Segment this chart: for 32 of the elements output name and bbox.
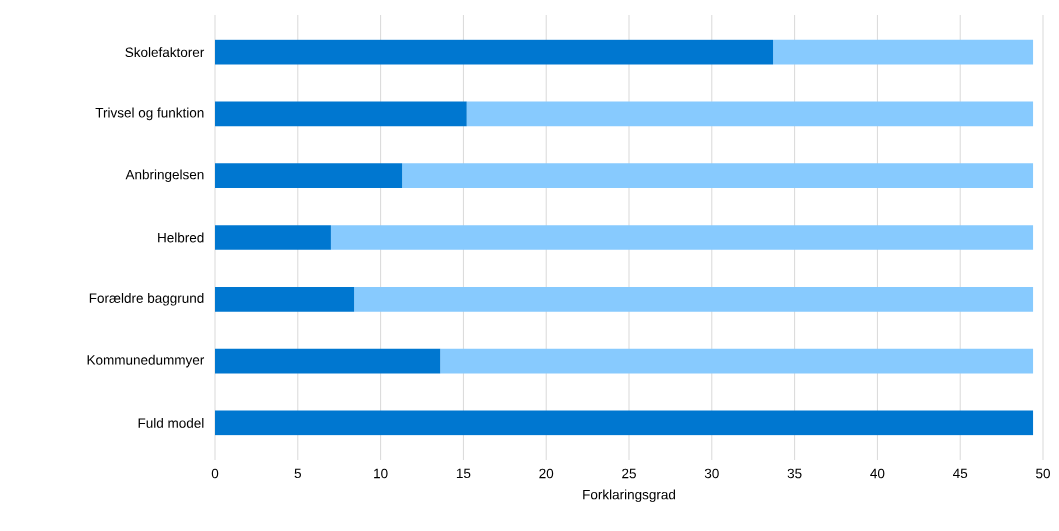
bar [330, 225, 1034, 250]
x-tick-label: 25 [622, 468, 636, 479]
bar [466, 101, 1034, 127]
y-tick-label: Skolefaktorer [125, 47, 205, 58]
y-tick-label: Kommunedummyer [87, 354, 205, 368]
y-tick-label: Trivsel og funktion [95, 107, 204, 121]
x-tick-label: 5 [294, 468, 301, 479]
bar [215, 410, 1034, 436]
bar [215, 348, 441, 374]
bar [440, 348, 1034, 374]
bar [354, 286, 1034, 312]
bar [402, 163, 1034, 189]
y-tick-label: Fuld model [138, 417, 204, 428]
bar [215, 225, 331, 250]
x-tick-label: 50 [1036, 468, 1050, 479]
x-tick-label: 15 [456, 468, 471, 479]
y-tick-label: Anbringelsen [125, 169, 204, 182]
bar [215, 101, 467, 127]
y-tick-label: Helbred [158, 232, 204, 243]
x-tick-label: 35 [787, 468, 802, 479]
x-tick-label: 45 [953, 468, 968, 479]
x-tick-label: 30 [704, 468, 719, 479]
x-axis-title: Forklaringsgrad [583, 489, 676, 503]
x-tick-label: 20 [539, 468, 554, 479]
y-tick-label: Forældre baggrund [89, 293, 204, 306]
x-tick-label: 10 [374, 468, 388, 479]
bar [215, 286, 355, 312]
bar [773, 39, 1034, 65]
x-tick-label: 40 [870, 468, 885, 479]
x-tick-label: 0 [211, 468, 219, 479]
bar [215, 39, 774, 65]
bar [215, 163, 403, 189]
